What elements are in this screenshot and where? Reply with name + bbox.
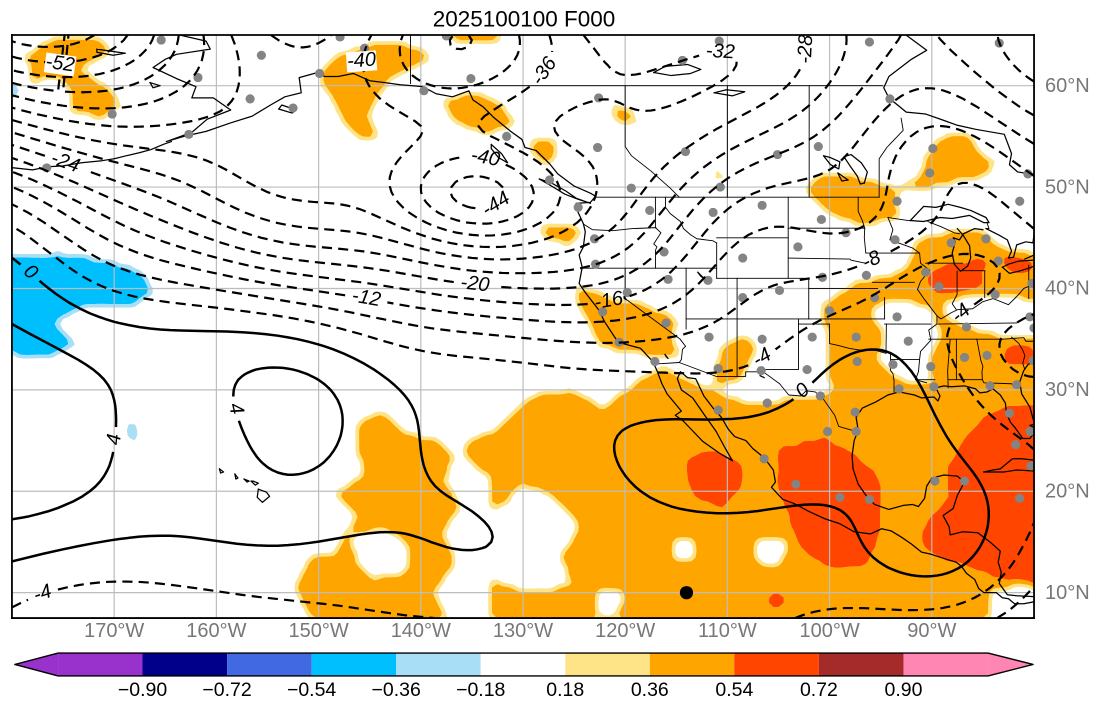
svg-text:100°W: 100°W — [799, 620, 859, 642]
svg-text:120°W: 120°W — [595, 620, 655, 642]
svg-text:-12: -12 — [350, 285, 382, 312]
svg-text:0.72: 0.72 — [800, 679, 838, 701]
svg-text:-28: -28 — [794, 34, 817, 64]
svg-text:4: 4 — [224, 401, 248, 417]
svg-text:110°W: 110°W — [698, 620, 757, 642]
svg-text:150°W: 150°W — [288, 620, 348, 642]
svg-text:90°W: 90°W — [907, 620, 956, 642]
svg-text:−0.90: −0.90 — [118, 679, 167, 701]
svg-text:-16: -16 — [592, 287, 625, 314]
svg-text:10°N: 10°N — [1045, 582, 1090, 604]
svg-text:-4: -4 — [31, 580, 55, 607]
svg-text:-40: -40 — [469, 144, 501, 171]
svg-text:160°W: 160°W — [186, 620, 246, 642]
svg-text:4: 4 — [103, 433, 126, 446]
svg-text:140°W: 140°W — [391, 620, 451, 642]
svg-text:20°N: 20°N — [1045, 480, 1090, 502]
svg-text:-20: -20 — [459, 271, 490, 296]
svg-text:30°N: 30°N — [1045, 379, 1090, 401]
svg-text:−0.18: −0.18 — [456, 679, 505, 701]
svg-text:−0.72: −0.72 — [202, 679, 251, 701]
svg-text:50°N: 50°N — [1045, 176, 1090, 198]
svg-text:2025100100 F000: 2025100100 F000 — [433, 6, 616, 31]
svg-text:-52: -52 — [44, 51, 76, 77]
svg-text:60°N: 60°N — [1045, 75, 1090, 97]
svg-text:130°W: 130°W — [493, 620, 553, 642]
svg-text:-40: -40 — [346, 49, 376, 73]
svg-text:170°W: 170°W — [84, 620, 144, 642]
svg-text:0.18: 0.18 — [546, 679, 584, 701]
svg-text:0.90: 0.90 — [884, 679, 922, 701]
svg-text:−0.54: −0.54 — [287, 679, 336, 701]
svg-text:-32: -32 — [705, 40, 735, 64]
svg-text:0.36: 0.36 — [631, 679, 669, 701]
svg-text:−0.36: −0.36 — [372, 679, 421, 701]
svg-text:0.54: 0.54 — [715, 679, 753, 701]
svg-text:40°N: 40°N — [1045, 278, 1090, 300]
